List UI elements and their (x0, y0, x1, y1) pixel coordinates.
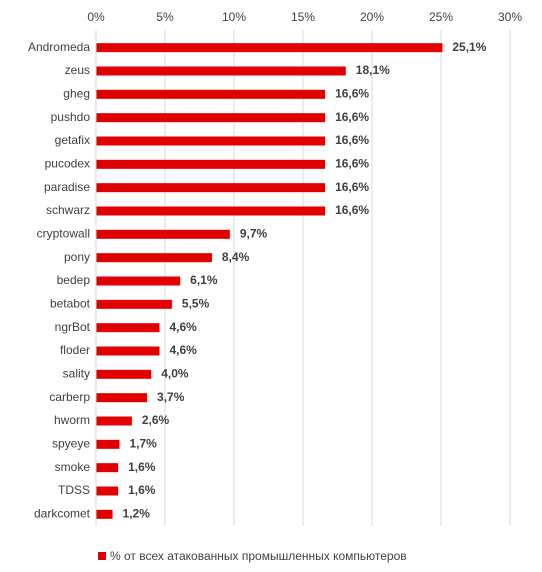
y-tick-label: pony (64, 250, 90, 264)
y-tick-label: bedep (57, 273, 91, 287)
value-label: 1,7% (129, 437, 157, 451)
value-label: 4,6% (169, 320, 197, 334)
y-tick-label: pucodex (45, 157, 90, 171)
y-tick-label: spyeye (52, 437, 90, 451)
legend-swatch (98, 552, 106, 560)
x-tick-label: 30% (498, 10, 522, 24)
bar (96, 276, 181, 286)
y-tick-label: gheg (63, 87, 90, 101)
bar (96, 323, 160, 333)
y-tick-label: sality (63, 367, 90, 381)
value-label: 6,1% (190, 273, 218, 287)
value-label: 4,0% (161, 367, 189, 381)
bar (96, 299, 172, 309)
bar (96, 89, 326, 99)
value-label: 16,6% (335, 157, 369, 171)
y-tick-label: getafix (55, 133, 90, 147)
value-label: 16,6% (335, 203, 369, 217)
bar (96, 183, 326, 193)
bar (96, 416, 132, 426)
bar (96, 486, 119, 496)
value-label: 1,2% (123, 507, 151, 521)
bar (96, 346, 160, 356)
bar (96, 113, 326, 123)
y-tick-label: hworm (54, 413, 90, 427)
value-label: 2,6% (142, 413, 170, 427)
value-label: 16,6% (335, 133, 369, 147)
y-tick-label: carberp (49, 390, 90, 404)
value-label: 5,5% (182, 297, 210, 311)
bar (96, 229, 230, 239)
bar (96, 509, 113, 519)
x-tick-label: 25% (429, 10, 453, 24)
bar (96, 66, 346, 76)
bar (96, 43, 443, 53)
bar (96, 439, 120, 449)
value-label: 16,6% (335, 87, 369, 101)
y-tick-label: schwarz (46, 203, 90, 217)
bar (96, 463, 119, 473)
bar (96, 393, 148, 403)
x-tick-label: 10% (222, 10, 246, 24)
value-label: 1,6% (128, 460, 156, 474)
y-tick-label: zeus (65, 63, 90, 77)
y-tick-label: Andromeda (28, 40, 90, 54)
value-label: 4,6% (169, 343, 197, 357)
y-tick-label: floder (60, 343, 90, 357)
value-label: 9,7% (240, 227, 268, 241)
bar (96, 159, 326, 169)
value-label: 3,7% (157, 390, 185, 404)
legend-label: % от всех атакованных промышленных компь… (110, 549, 407, 563)
y-tick-label: smoke (55, 460, 91, 474)
x-tick-label: 20% (360, 10, 384, 24)
value-label: 1,6% (128, 483, 156, 497)
y-tick-label: paradise (44, 180, 90, 194)
y-tick-label: pushdo (51, 110, 91, 124)
bar (96, 206, 326, 216)
value-label: 18,1% (356, 63, 390, 77)
y-tick-label: betabot (50, 297, 91, 311)
y-tick-label: cryptowall (37, 227, 90, 241)
y-tick-label: ngrBot (55, 320, 91, 334)
x-tick-label: 15% (291, 10, 315, 24)
bar (96, 369, 152, 379)
x-tick-label: 5% (156, 10, 174, 24)
bar (96, 253, 212, 263)
value-label: 16,6% (335, 180, 369, 194)
x-tick-label: 0% (87, 10, 105, 24)
value-label: 8,4% (222, 250, 250, 264)
y-tick-label: TDSS (58, 483, 90, 497)
bar (96, 136, 326, 146)
value-label: 25,1% (452, 40, 486, 54)
y-tick-label: darkcomet (34, 507, 91, 521)
value-label: 16,6% (335, 110, 369, 124)
